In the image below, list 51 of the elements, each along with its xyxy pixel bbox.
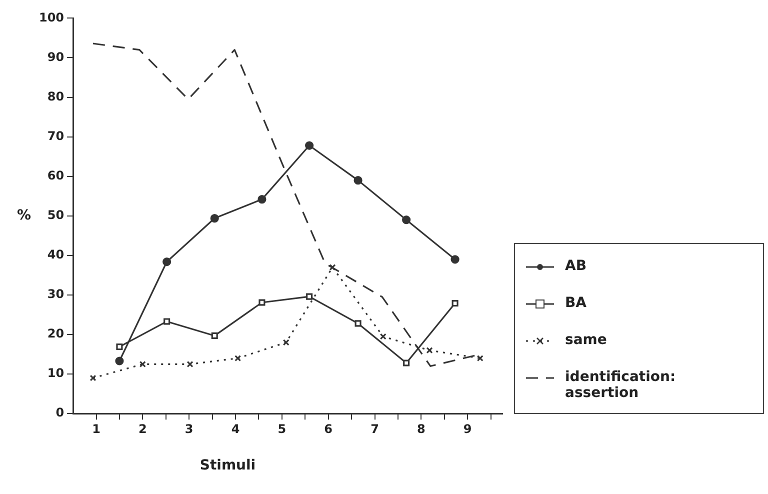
x-tick-label: 1 (92, 422, 100, 436)
y-tick-label: 30 (47, 287, 64, 302)
legend-label: same (565, 332, 608, 348)
x-axis-title: Stimuli (200, 458, 256, 474)
x-tick-label: 6 (324, 422, 333, 436)
point (139, 360, 146, 368)
legend-label: AB (565, 258, 588, 274)
point (426, 347, 433, 354)
y-tick-label: 90 (47, 50, 64, 64)
legend-label: identification: assertion (565, 369, 677, 401)
point (329, 264, 336, 271)
point (258, 194, 266, 204)
point (403, 360, 410, 366)
point (116, 344, 123, 350)
point (476, 354, 484, 362)
point (354, 320, 362, 327)
point (452, 300, 458, 307)
point (211, 332, 218, 339)
y-axis-title: % (16, 208, 32, 224)
y-tick-label: 50 (47, 208, 64, 222)
x-tick-label: 4 (231, 422, 240, 436)
point (210, 214, 219, 223)
point (306, 293, 313, 300)
point (90, 374, 96, 382)
x-tick-label: 2 (138, 422, 147, 436)
y-tick-label: 20 (47, 326, 64, 341)
point (450, 255, 460, 264)
x-tick-label: 8 (416, 422, 426, 436)
y-tick-label: 100 (38, 10, 64, 24)
y-tick-label: 0 (56, 406, 64, 420)
point (164, 318, 170, 325)
y-tick-label: 10 (47, 366, 64, 380)
legend-label: BA (565, 295, 588, 311)
point (115, 356, 124, 366)
x-tick-label: 7 (370, 422, 379, 436)
point (234, 354, 242, 362)
point (380, 333, 386, 340)
x-tick-label: 3 (184, 422, 194, 436)
x-tick-label: 9 (463, 422, 472, 436)
y-tick-label: 80 (47, 89, 64, 104)
point (305, 141, 314, 150)
point (354, 176, 362, 185)
point (282, 339, 290, 346)
point (258, 299, 266, 306)
point (162, 257, 172, 266)
point (402, 216, 411, 224)
point (186, 360, 194, 368)
y-tick-label: 70 (47, 128, 64, 143)
y-tick-label: 40 (47, 248, 64, 262)
x-tick-label: 5 (278, 422, 286, 436)
y-tick-label: 60 (47, 168, 64, 182)
